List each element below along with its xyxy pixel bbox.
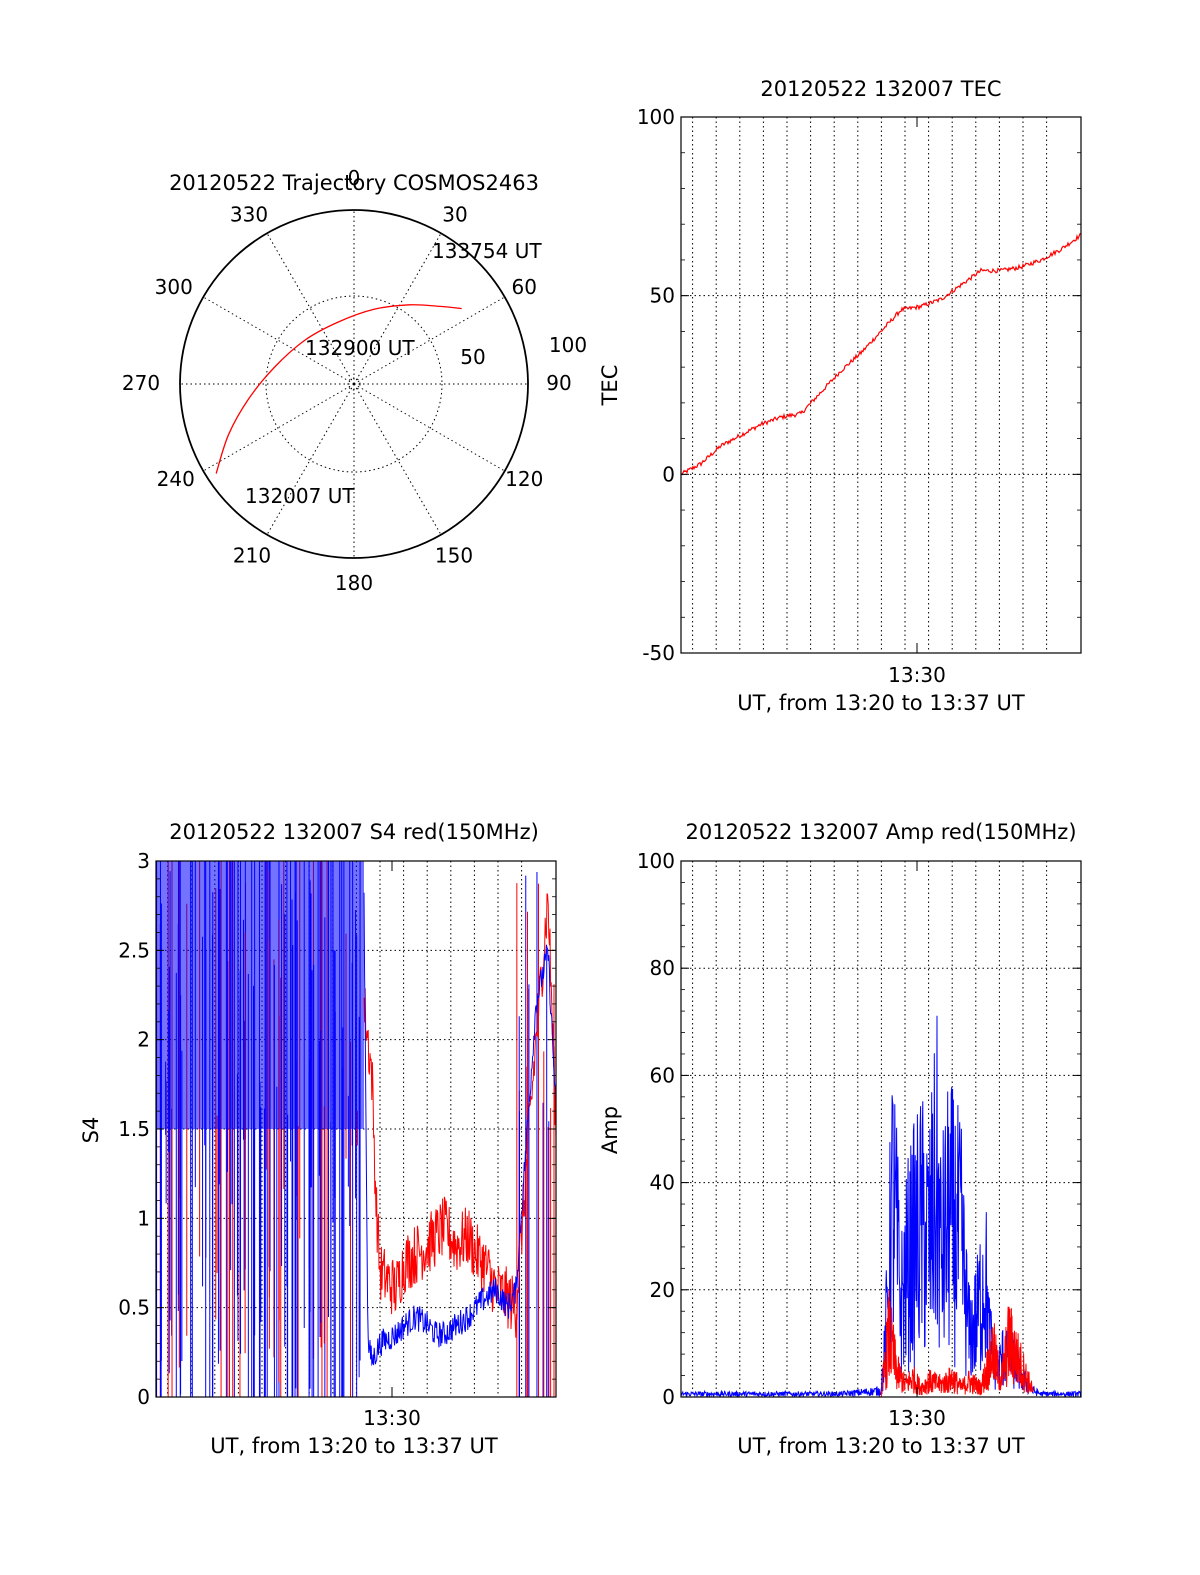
azimuth-label-150: 150 [435, 543, 473, 567]
tec-series [680, 233, 1082, 476]
polar-spoke [353, 296, 505, 385]
radial-label-100: 100 [549, 333, 587, 357]
azimuth-label-120: 120 [505, 467, 543, 491]
s4-x-tick: 13:30 [363, 1406, 421, 1430]
y-tick-label: 3 [137, 849, 150, 873]
s4-plot: 20120522 132007 S4 red(150MHz) 0 0.5 1 1.5 2… [79, 820, 557, 1458]
s4-noise-fill [156, 861, 364, 1129]
amp-line-red [880, 1289, 1034, 1398]
tec-ylabel: TEC [598, 365, 622, 407]
amp-y-ticks: 0 20 40 60 80 100 [637, 849, 1081, 1409]
azimuth-label-60: 60 [512, 275, 537, 299]
amp-ylabel: Amp [598, 1106, 622, 1154]
y-tick-label: 20 [650, 1278, 675, 1302]
radial-label-50: 50 [460, 345, 485, 369]
y-tick-label: 1 [137, 1206, 150, 1230]
amp-frame [680, 860, 1082, 1398]
y-tick-label: 0 [662, 1385, 675, 1409]
polar-spoke [353, 383, 505, 472]
y-tick-label: 40 [650, 1171, 675, 1195]
amp-title: 20120522 132007 Amp red(150MHz) [685, 820, 1076, 844]
tec-title: 20120522 132007 TEC [760, 77, 1001, 101]
polar-spoke [353, 233, 442, 385]
polar-grid [179, 209, 529, 559]
s4-line-blue [363, 892, 557, 1367]
amp-series [680, 1015, 1082, 1398]
time-label-start: 132007 UT [245, 484, 355, 508]
azimuth-label-210: 210 [233, 543, 271, 567]
s4-line-red [363, 893, 557, 1338]
azimuth-label-90: 90 [546, 371, 571, 395]
y-tick-label: 0 [662, 462, 675, 486]
y-tick-label: 2.5 [118, 938, 150, 962]
polar-spoke [203, 383, 355, 472]
tec-line [680, 233, 1082, 476]
amp-plot: 20120522 132007 Amp red(150MHz) 0 20 40 60 8… [598, 820, 1082, 1458]
y-tick-label: -50 [642, 641, 675, 665]
polar-azimuth-labels: 0 30 60 90 120 150 180 210 240 270 300 330 [122, 166, 572, 595]
azimuth-label-0: 0 [348, 166, 361, 190]
tec-plot: 20120522 132007 TEC -50 0 50 100 13:30 UT, … [598, 77, 1082, 715]
s4-xlabel: UT, from 13:20 to 13:37 UT [210, 1434, 498, 1458]
tec-frame [680, 116, 1082, 654]
azimuth-label-240: 240 [157, 467, 195, 491]
s4-series [363, 892, 557, 1367]
polar-outer-circle [179, 209, 529, 559]
y-tick-label: 60 [650, 1063, 675, 1087]
azimuth-label-180: 180 [335, 571, 373, 595]
tec-xlabel: UT, from 13:20 to 13:37 UT [737, 691, 1025, 715]
polar-spoke [266, 383, 355, 535]
polar-plot: 20120522 Trajectory COSMOS2463 0 30 60 90 12… [122, 166, 587, 595]
polar-title: 20120522 Trajectory COSMOS2463 [169, 171, 539, 195]
amp-xlabel: UT, from 13:20 to 13:37 UT [737, 1434, 1025, 1458]
amp-grid [681, 861, 1081, 1397]
polar-spoke [353, 383, 442, 535]
y-tick-label: 80 [650, 956, 675, 980]
s4-title: 20120522 132007 S4 red(150MHz) [169, 820, 539, 844]
s4-y-ticks: 0 0.5 1 1.5 2 2.5 3 [118, 849, 556, 1409]
y-tick-label: 0 [137, 1385, 150, 1409]
polar-spoke [266, 233, 355, 385]
s4-noise-band [156, 861, 555, 1397]
y-tick-label: 0.5 [118, 1296, 150, 1320]
polar-ring-50 [265, 295, 443, 473]
azimuth-label-330: 330 [230, 202, 268, 226]
azimuth-label-30: 30 [442, 202, 467, 226]
azimuth-label-300: 300 [155, 275, 193, 299]
y-tick-label: 2 [137, 1028, 150, 1052]
trajectory-track [215, 304, 462, 474]
polar-spoke [203, 296, 355, 385]
azimuth-label-270: 270 [122, 371, 160, 395]
y-tick-label: 1.5 [118, 1117, 150, 1141]
time-label-mid: 132900 UT [305, 336, 415, 360]
y-tick-label: 50 [650, 284, 675, 308]
amp-x-tick: 13:30 [888, 1406, 946, 1430]
time-label-end: 133754 UT [432, 239, 542, 263]
tec-x-tick: 13:30 [888, 663, 946, 687]
y-tick-label: 100 [637, 105, 675, 129]
s4-ylabel: S4 [79, 1117, 103, 1144]
tec-y-ticks: -50 0 50 100 [637, 105, 1081, 665]
y-tick-label: 100 [637, 849, 675, 873]
tec-grid [681, 117, 1081, 653]
